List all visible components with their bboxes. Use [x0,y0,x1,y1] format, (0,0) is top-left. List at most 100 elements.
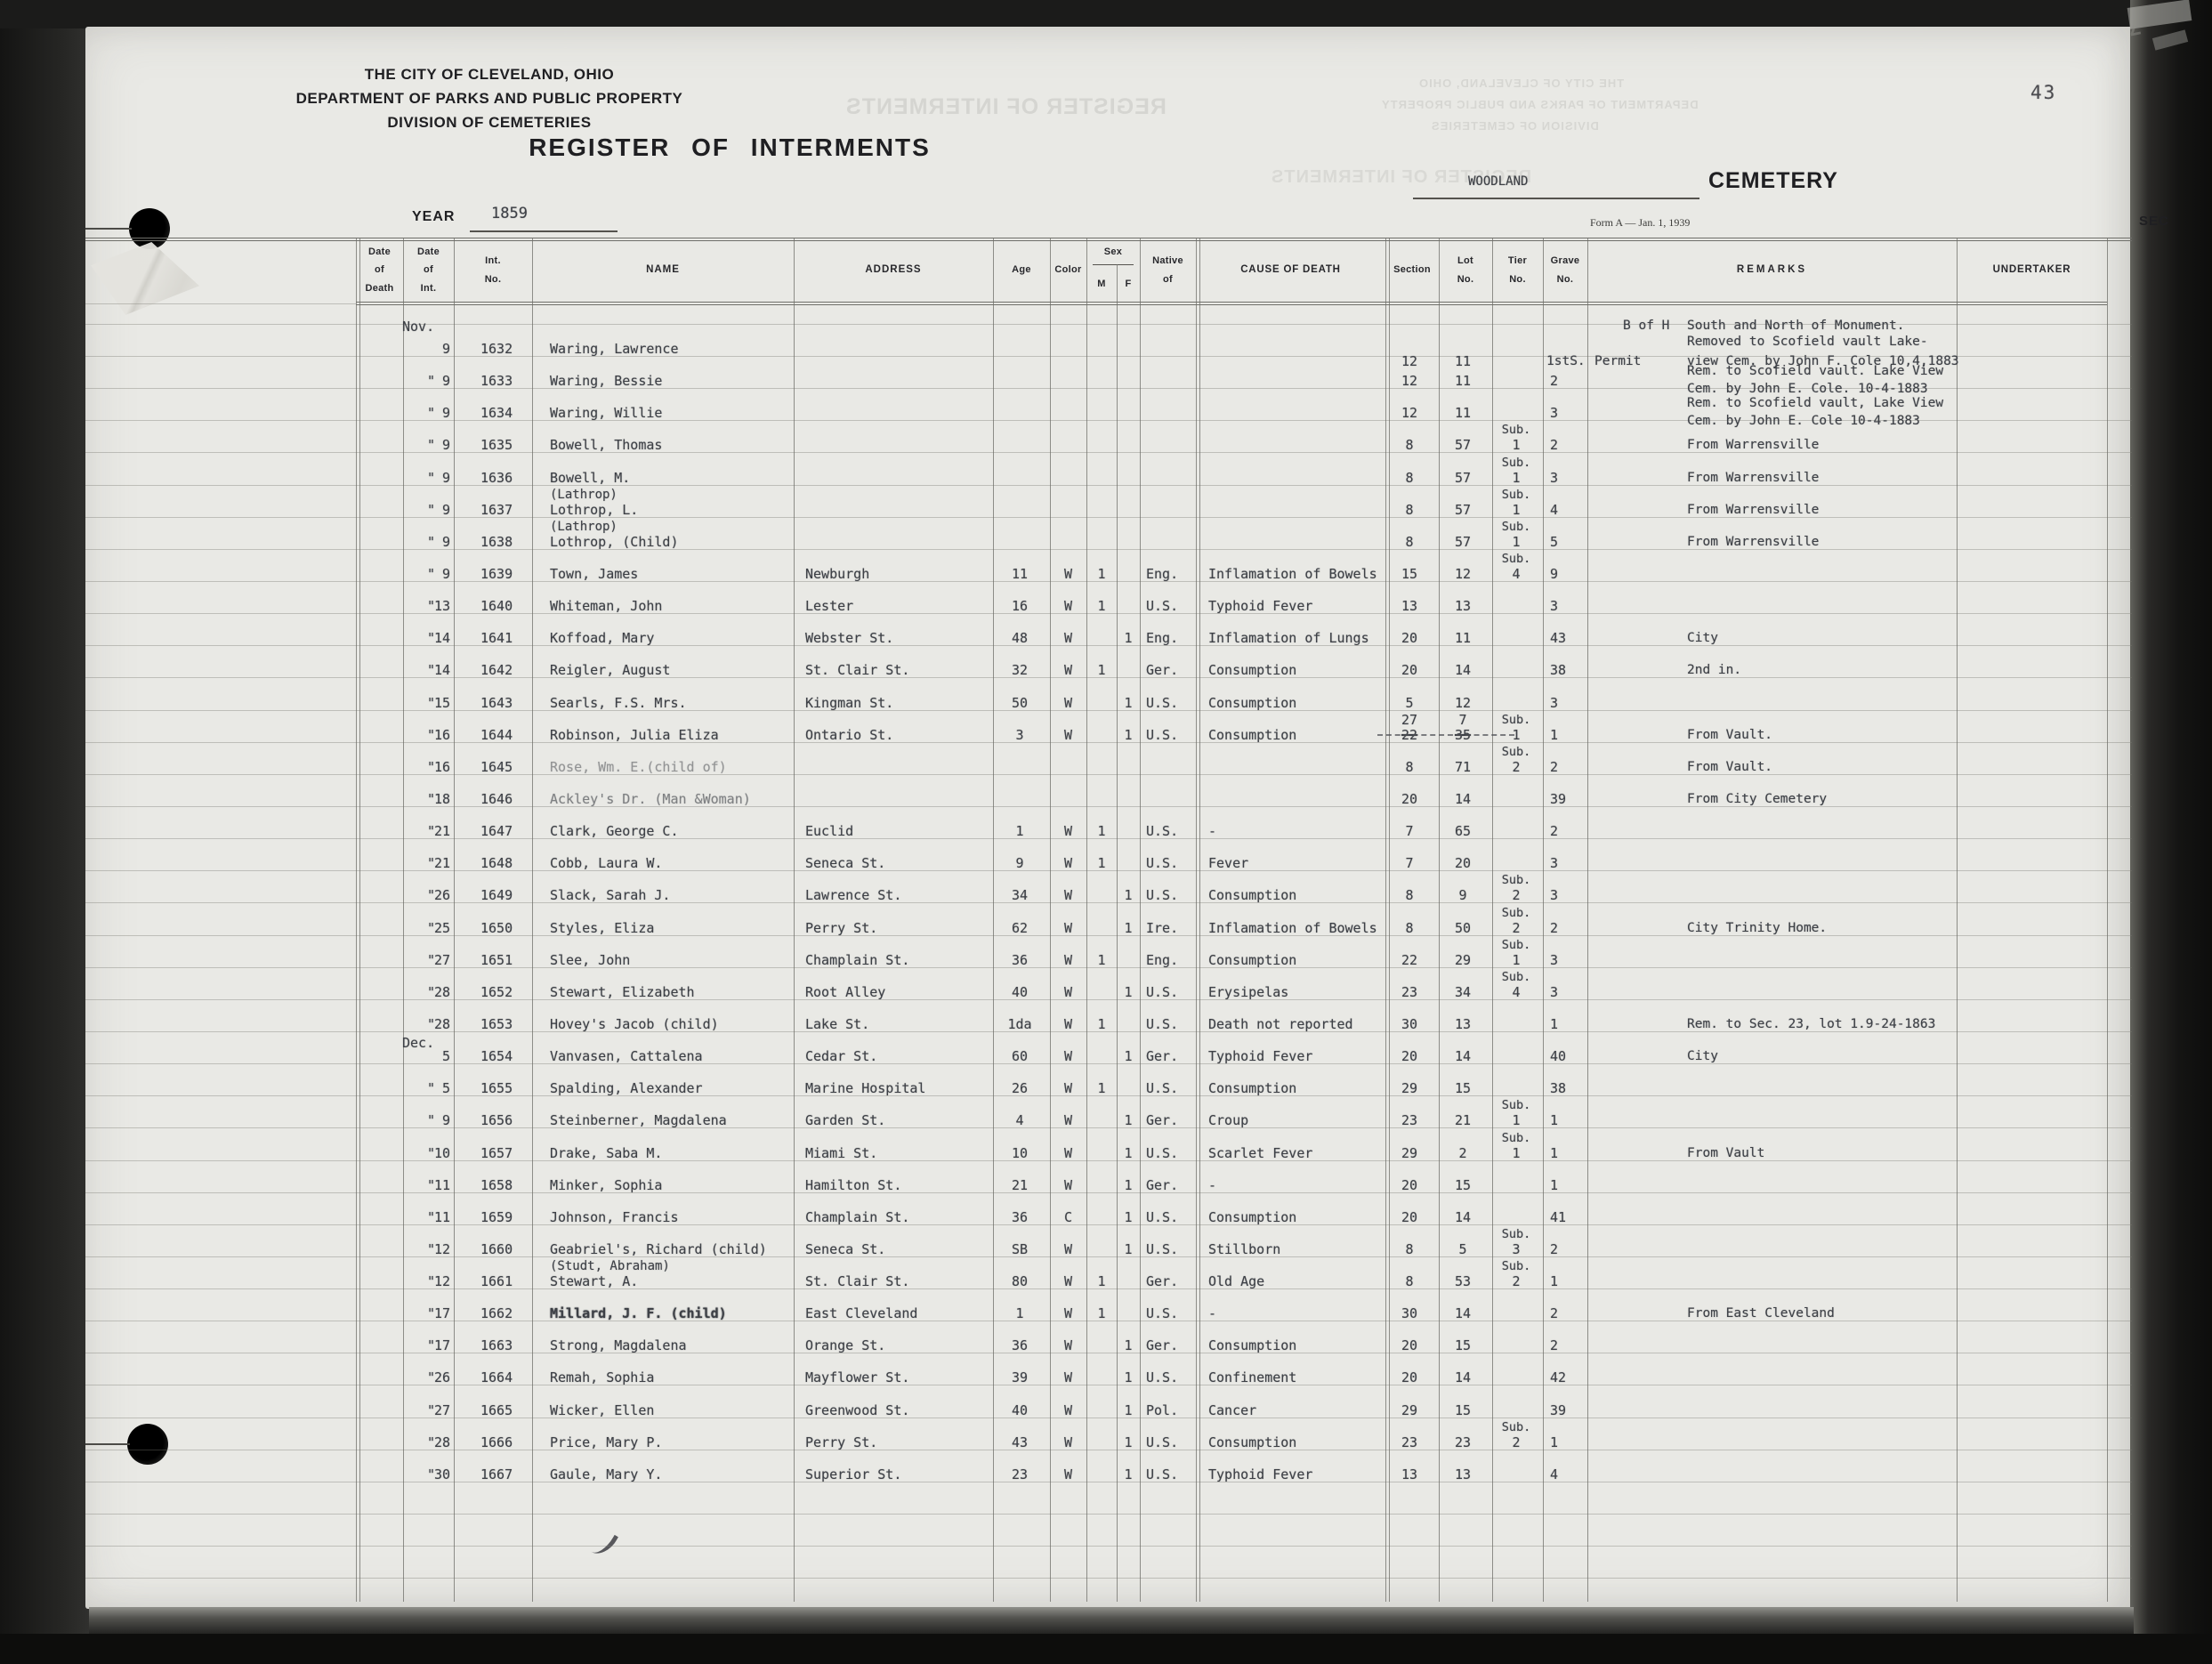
sex-male: 1 [1097,1080,1106,1097]
binder-edge-left [0,0,89,1664]
tier-sub-label: Sub. [1501,423,1531,438]
col-header-sex: Sex [1103,246,1123,257]
section: 30 [1401,1015,1418,1032]
address: Newburgh [805,565,870,582]
form-note: Form A — Jan. 1, 1939 [1590,216,1691,229]
color: W [1063,1144,1073,1161]
table-row: " 15 1643 Searls, F.S. Mrs. Kingman St. 50 W 1 U… [0,694,2212,721]
color: W [1063,1240,1073,1257]
date-of-interment: 9 [441,533,450,550]
grid-line [1543,238,1544,1602]
interment-number: 1632 [480,341,513,357]
tier-number: 1 [1512,726,1521,743]
ditto-mark: " [427,630,436,647]
col-header-lot-no: Lot No. [1457,255,1474,285]
section: 29 [1401,1080,1418,1097]
sex-female: 1 [1124,1434,1133,1450]
table-row: " 18 1646 Ackley's Dr. (Man &Woman) 20 14 39 Fr… [0,790,2212,817]
native-of: Ger. [1146,1112,1179,1129]
lot-number: 15 [1454,1176,1472,1193]
section: 8 [1405,1240,1414,1257]
month-label: Nov. [402,319,435,335]
date-of-interment: 14 [433,662,450,679]
sex-female: 1 [1124,1208,1133,1225]
name: Vanvasen, Cattalena [550,1048,703,1065]
native-of: U.S. [1146,855,1179,872]
table-row: " 21 1647 Clark, George C. Euclid 1 W 1 U.S. - 7 65… [0,822,2212,849]
interment-number: 1642 [480,662,513,679]
grid-line [85,998,2132,1000]
tier-sub-label: Sub. [1501,1130,1531,1145]
section: 8 [1405,758,1414,775]
lot-number: 21 [1454,1112,1472,1129]
native-of: U.S. [1146,1434,1179,1450]
name-annotation: (Lathrop) [550,519,618,534]
name: Drake, Saba M. [550,1144,663,1161]
remark: From City Cemetery [1687,791,1828,806]
table-row: " 9 1639 Town, James Newburgh 11 W 1 Eng. Inflama… [0,552,2212,592]
section: 20 [1401,1208,1418,1225]
tier-sub-label: Sub. [1501,937,1531,952]
native-of: U.S. [1146,823,1179,840]
remark: 2nd in. [1687,663,1742,678]
date-of-interment: 28 [433,983,450,1000]
native-of: U.S. [1146,983,1179,1000]
remark: B of H [1623,319,1670,333]
native-of: U.S. [1146,1208,1179,1225]
table-row: " 26 1664 Remah, Sophia Mayflower St. 39 W 1 U.S… [0,1369,2212,1395]
address: Lester [805,598,854,615]
sex-female: 1 [1124,1466,1133,1482]
table-row: " 12 1660 Geabriel's, Richard (child) Seneca… [0,1227,2212,1267]
grid-line [85,902,2132,904]
section: 20 [1401,1048,1418,1065]
name: Stewart, Elizabeth [550,983,695,1000]
table-row: " 9 1633 Waring, Bessie 12 11 2 Rem. to Scofiel… [0,364,2212,399]
interment-number: 1645 [480,758,513,775]
grave-number: 39 [1550,790,1567,807]
grave-number: 3 [1550,469,1559,486]
lot-number: 57 [1454,437,1472,454]
grave-number: 3 [1550,855,1559,872]
native-of: U.S. [1146,1015,1179,1032]
sex-male: 1 [1097,662,1106,679]
remark: From Vault [1687,1145,1765,1160]
grid-line [85,1514,2132,1515]
page-number: 43 [2030,82,2057,103]
ditto-mark: " [427,823,436,840]
cause-of-death: Consumption [1208,1434,1297,1450]
bleed-through-line: REGISTER OF INTERMENTS [1271,167,1532,187]
remark: Removed to Scofield vault Lake- [1687,335,1928,349]
grid-line [85,741,2132,743]
age: 1 [1015,1305,1024,1322]
date-of-interment: 11 [433,1208,450,1225]
color: W [1063,951,1073,968]
table-row: " 25 1650 Styles, Eliza Perry St. 62 W 1 Ire. Inf… [0,906,2212,946]
tier-number: 1 [1512,951,1521,968]
name: Whiteman, John [550,598,663,615]
ditto-mark: " [427,565,436,582]
name: Millard, J. F. (child) [550,1305,727,1322]
address: Champlain St. [805,1208,910,1225]
tier-sub-label: Sub. [1501,1098,1531,1113]
section: 22 [1401,951,1418,968]
name: Cobb, Laura W. [550,855,663,872]
grid-line [356,238,357,1602]
lot-number: 13 [1454,1466,1472,1482]
grid-line [85,323,2132,325]
cause-of-death: Typhoid Fever [1208,1466,1313,1482]
org-line-1: THE CITY OF CLEVELAND, OHIO [364,66,615,83]
grave-number: 2 [1550,1240,1559,1257]
cause-of-death: Consumption [1208,887,1297,904]
interment-number: 1633 [480,373,513,390]
table-row: " 9 1634 Waring, Willie 12 11 3 Rem. to Scofiel… [0,396,2212,431]
color: W [1063,1401,1073,1418]
grid-line [85,516,2132,518]
col-header-grave-no: Grave No. [1550,255,1580,285]
native-of: U.S. [1146,726,1179,743]
lot-number: 57 [1454,469,1472,486]
sex-female: 1 [1124,919,1133,936]
interment-number: 1653 [480,1015,513,1032]
address: Mayflower St. [805,1369,910,1386]
sex-female: 1 [1124,694,1133,711]
grave-number: 42 [1550,1369,1567,1386]
